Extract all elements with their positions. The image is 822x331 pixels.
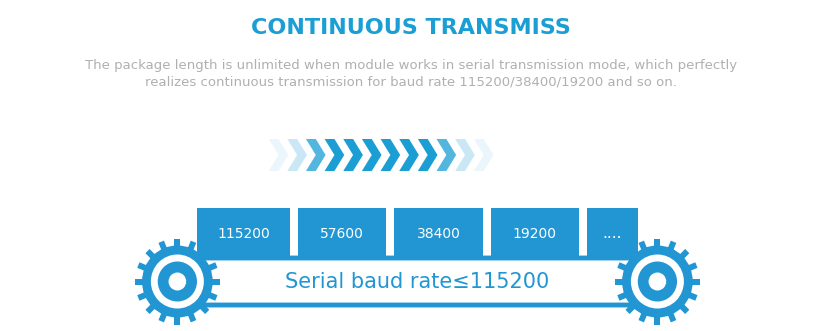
Polygon shape	[687, 292, 698, 301]
Text: ....: ....	[603, 226, 622, 242]
Polygon shape	[399, 139, 419, 171]
Polygon shape	[362, 139, 381, 171]
Polygon shape	[679, 249, 690, 260]
Polygon shape	[679, 304, 690, 314]
Polygon shape	[174, 239, 180, 248]
Text: CONTINUOUS TRANSMISS: CONTINUOUS TRANSMISS	[252, 18, 570, 38]
FancyBboxPatch shape	[298, 208, 386, 260]
Polygon shape	[626, 304, 636, 314]
Polygon shape	[135, 278, 144, 285]
Polygon shape	[654, 315, 660, 324]
Text: Serial baud rate≤115200: Serial baud rate≤115200	[285, 271, 549, 292]
Polygon shape	[436, 139, 456, 171]
FancyBboxPatch shape	[587, 208, 638, 260]
Polygon shape	[617, 262, 628, 271]
Polygon shape	[199, 249, 210, 260]
Polygon shape	[187, 312, 196, 322]
Polygon shape	[207, 292, 218, 301]
Polygon shape	[626, 249, 636, 260]
Circle shape	[142, 246, 213, 317]
Circle shape	[151, 255, 204, 308]
Polygon shape	[325, 139, 344, 171]
Polygon shape	[687, 262, 698, 271]
Polygon shape	[288, 139, 307, 171]
Text: The package length is unlimited when module works in serial transmission mode, w: The package length is unlimited when mod…	[85, 59, 737, 71]
Polygon shape	[654, 239, 660, 248]
Polygon shape	[306, 139, 326, 171]
Polygon shape	[207, 262, 218, 271]
Polygon shape	[199, 304, 210, 314]
Circle shape	[631, 255, 684, 308]
Circle shape	[158, 261, 197, 302]
Polygon shape	[667, 241, 677, 251]
Polygon shape	[137, 292, 148, 301]
Polygon shape	[617, 292, 628, 301]
Polygon shape	[269, 139, 289, 171]
Polygon shape	[344, 139, 363, 171]
Circle shape	[649, 272, 667, 291]
Polygon shape	[381, 139, 400, 171]
Polygon shape	[145, 304, 156, 314]
Polygon shape	[615, 278, 624, 285]
Polygon shape	[159, 241, 168, 251]
Polygon shape	[210, 278, 219, 285]
Text: realizes continuous transmission for baud rate 115200/38400/19200 and so on.: realizes continuous transmission for bau…	[145, 75, 677, 88]
Polygon shape	[137, 262, 148, 271]
FancyBboxPatch shape	[491, 208, 579, 260]
Polygon shape	[174, 315, 180, 324]
FancyBboxPatch shape	[395, 208, 483, 260]
Circle shape	[622, 246, 693, 317]
Text: 115200: 115200	[217, 227, 270, 241]
FancyBboxPatch shape	[197, 208, 290, 260]
Polygon shape	[473, 139, 493, 171]
Polygon shape	[667, 312, 677, 322]
Circle shape	[169, 272, 187, 291]
Text: 38400: 38400	[417, 227, 460, 241]
Polygon shape	[455, 139, 475, 171]
Polygon shape	[418, 139, 437, 171]
Circle shape	[638, 261, 677, 302]
Polygon shape	[639, 241, 648, 251]
Polygon shape	[690, 278, 700, 285]
Text: 57600: 57600	[321, 227, 364, 241]
Polygon shape	[159, 312, 168, 322]
Polygon shape	[145, 249, 156, 260]
Text: 19200: 19200	[513, 227, 556, 241]
FancyBboxPatch shape	[179, 258, 655, 305]
Polygon shape	[639, 312, 648, 322]
Polygon shape	[187, 241, 196, 251]
